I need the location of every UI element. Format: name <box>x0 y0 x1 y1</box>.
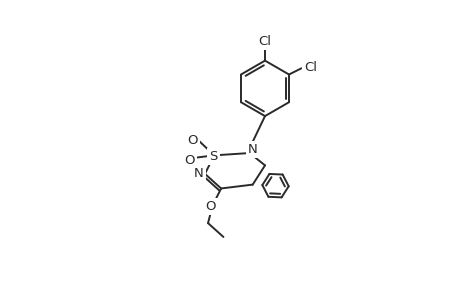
Text: Cl: Cl <box>303 61 316 74</box>
Text: N: N <box>247 143 257 157</box>
Text: Cl: Cl <box>258 35 271 48</box>
Text: O: O <box>184 154 194 167</box>
Text: S: S <box>209 150 217 163</box>
Text: O: O <box>205 200 215 213</box>
Text: O: O <box>187 134 197 147</box>
Text: N: N <box>194 167 203 180</box>
